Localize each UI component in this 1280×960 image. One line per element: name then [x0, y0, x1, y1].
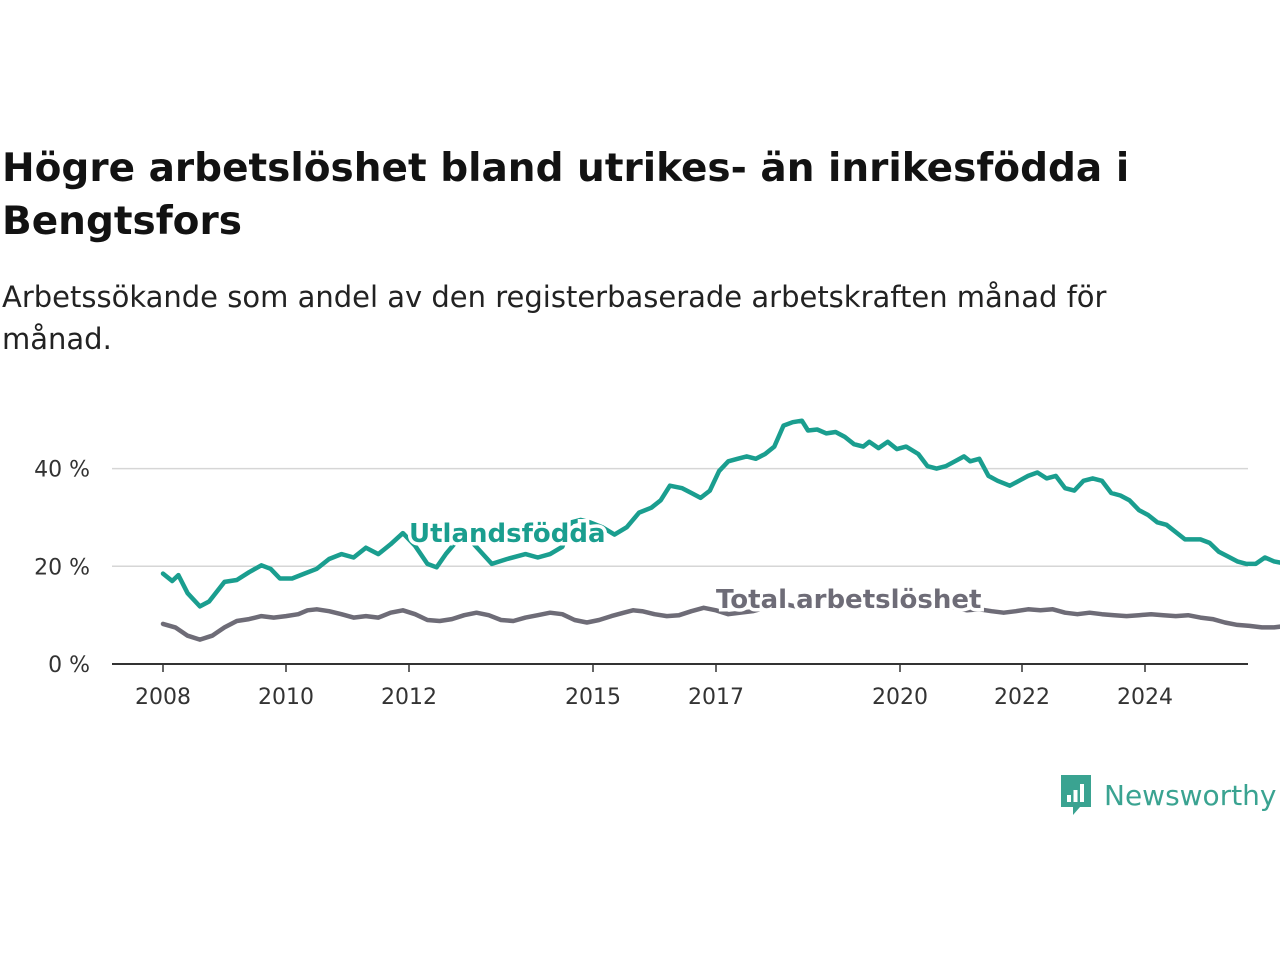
- x-tick-label: 2010: [258, 685, 314, 710]
- series-name-label: Total arbetslöshet: [716, 585, 981, 615]
- chart-title: Högre arbetslöshet bland utrikes- än inr…: [2, 146, 1130, 244]
- newsworthy-logo-icon: [1061, 775, 1091, 815]
- brand-logo: Newsworthy: [1058, 772, 1277, 818]
- series-labels: 17,2 %Utlandsfödda7,3 %Total arbetslöshe…: [406, 515, 985, 618]
- line-chart: 0 % 20 % 40 % 2008 2010 2012 2015 2017 2020 2022 2…: [34, 418, 1280, 710]
- series-name-label: Utlandsfödda: [409, 519, 606, 549]
- x-tick-label: 2017: [688, 685, 744, 710]
- series-lines: [160, 418, 1280, 642]
- chart-subtitle: Arbetssökande som andel av den registerb…: [2, 280, 1107, 356]
- series-line-total: [160, 594, 1280, 642]
- x-tick-label: 2012: [381, 685, 437, 710]
- x-tick-label: 2020: [872, 685, 928, 710]
- brand-name: Newsworthy: [1104, 778, 1277, 812]
- y-tick-label: 40 %: [34, 458, 90, 483]
- x-tick-label: 2022: [994, 685, 1050, 710]
- gridlines: [112, 467, 1248, 568]
- x-tick-label: 2024: [1117, 685, 1173, 710]
- axes: 0 % 20 % 40 % 2008 2010 2012 2015 2017 2020 2022 2…: [34, 458, 1248, 710]
- y-tick-label: 0 %: [48, 653, 90, 678]
- series-line-utlandsfodda: [160, 418, 1280, 609]
- y-tick-label: 20 %: [34, 555, 90, 580]
- x-tick-label: 2008: [135, 685, 191, 710]
- x-tick-label: 2015: [565, 685, 621, 710]
